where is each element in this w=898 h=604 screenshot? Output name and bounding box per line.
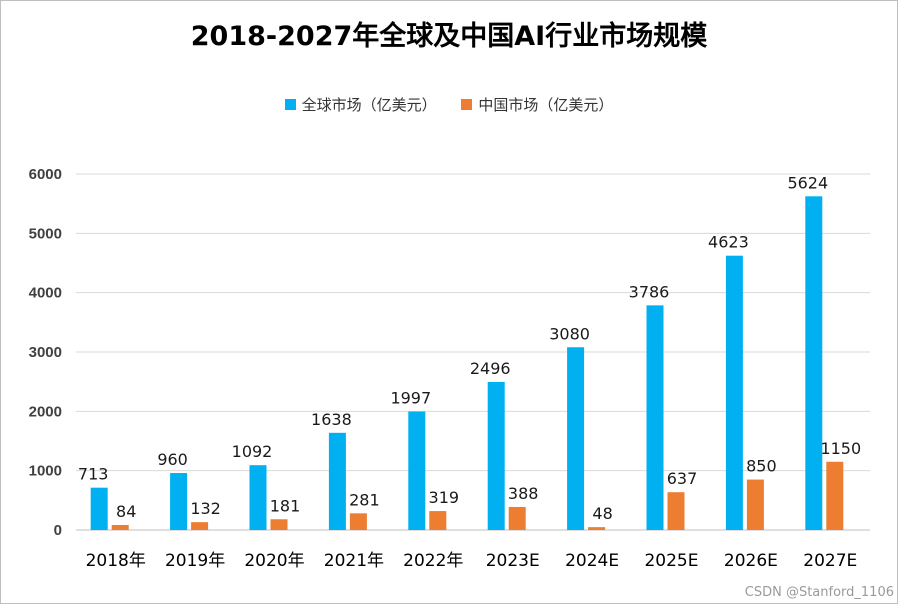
legend-label-global: 全球市场（亿美元） xyxy=(301,96,437,114)
bar-china xyxy=(270,519,288,530)
x-tick-label: 2021年 xyxy=(324,551,384,571)
bar-global xyxy=(328,432,346,530)
legend-item-china: 中国市场（亿美元） xyxy=(461,94,613,115)
data-label-china: 1150 xyxy=(820,439,861,458)
bar-china xyxy=(746,479,764,530)
bar-global xyxy=(487,381,505,530)
data-label-global: 713 xyxy=(78,465,109,484)
legend-swatch-china xyxy=(461,99,473,110)
data-label-global: 3786 xyxy=(629,282,670,301)
legend-label-china: 中国市场（亿美元） xyxy=(478,96,614,114)
x-tick-label: 2027E xyxy=(803,551,857,571)
bar-china xyxy=(429,511,447,530)
y-tick-label: 2000 xyxy=(29,403,62,420)
chart-title: 2018-2027年全球及中国AI行业市场规模 xyxy=(190,21,708,52)
y-tick-label: 5000 xyxy=(29,225,62,242)
data-label-china: 181 xyxy=(270,496,301,515)
x-tick-label: 2018年 xyxy=(86,551,146,571)
data-label-global: 4623 xyxy=(708,233,749,252)
data-label-china: 48 xyxy=(592,504,612,523)
bar-china xyxy=(349,513,367,530)
y-tick-label: 1000 xyxy=(29,463,62,480)
bar-china xyxy=(191,522,209,530)
watermark: CSDN @Stanford_1106 xyxy=(744,585,894,600)
bar-china xyxy=(508,506,526,530)
data-label-china: 132 xyxy=(190,499,221,518)
x-tick-label: 2023E xyxy=(486,551,540,571)
data-label-global: 1997 xyxy=(390,389,431,408)
data-label-global: 1638 xyxy=(311,410,352,429)
bar-global xyxy=(90,487,108,530)
legend-item-global: 全球市场（亿美元） xyxy=(284,94,437,115)
x-tick-label: 2022年 xyxy=(403,551,463,571)
bar-china xyxy=(826,461,844,530)
bar-global xyxy=(170,473,188,530)
x-tick-label: 2020年 xyxy=(244,551,304,571)
x-tick-label: 2019年 xyxy=(165,551,225,571)
chart-legend: 全球市场（亿美元） 中国市场（亿美元） xyxy=(0,94,898,115)
legend-swatch-global xyxy=(284,99,296,110)
bar-china xyxy=(588,527,606,530)
y-tick-label: 0 xyxy=(54,522,62,539)
data-label-global: 1092 xyxy=(232,442,273,461)
bar-global xyxy=(646,305,664,530)
data-label-global: 3080 xyxy=(549,324,590,343)
y-tick-label: 4000 xyxy=(29,285,62,302)
bar-global xyxy=(725,255,743,530)
y-tick-label: 3000 xyxy=(29,344,62,361)
data-label-global: 960 xyxy=(157,450,188,469)
data-label-china: 281 xyxy=(349,490,380,509)
x-tick-label: 2024E xyxy=(565,551,619,571)
bar-china xyxy=(111,525,129,530)
bar-global xyxy=(249,465,267,530)
y-tick-label: 6000 xyxy=(29,166,62,183)
data-label-china: 850 xyxy=(746,457,777,476)
data-label-global: 5624 xyxy=(787,173,828,192)
x-tick-label: 2026E xyxy=(724,551,778,571)
bar-global xyxy=(567,347,585,530)
bar-global xyxy=(408,411,426,530)
data-label-china: 637 xyxy=(667,469,698,488)
data-label-china: 388 xyxy=(508,484,539,503)
bar-china xyxy=(667,492,685,530)
data-label-china: 84 xyxy=(116,502,136,521)
x-tick-label: 2025E xyxy=(644,551,698,571)
data-label-global: 2496 xyxy=(470,359,511,378)
bar-global xyxy=(805,196,823,530)
data-label-china: 319 xyxy=(429,488,460,507)
